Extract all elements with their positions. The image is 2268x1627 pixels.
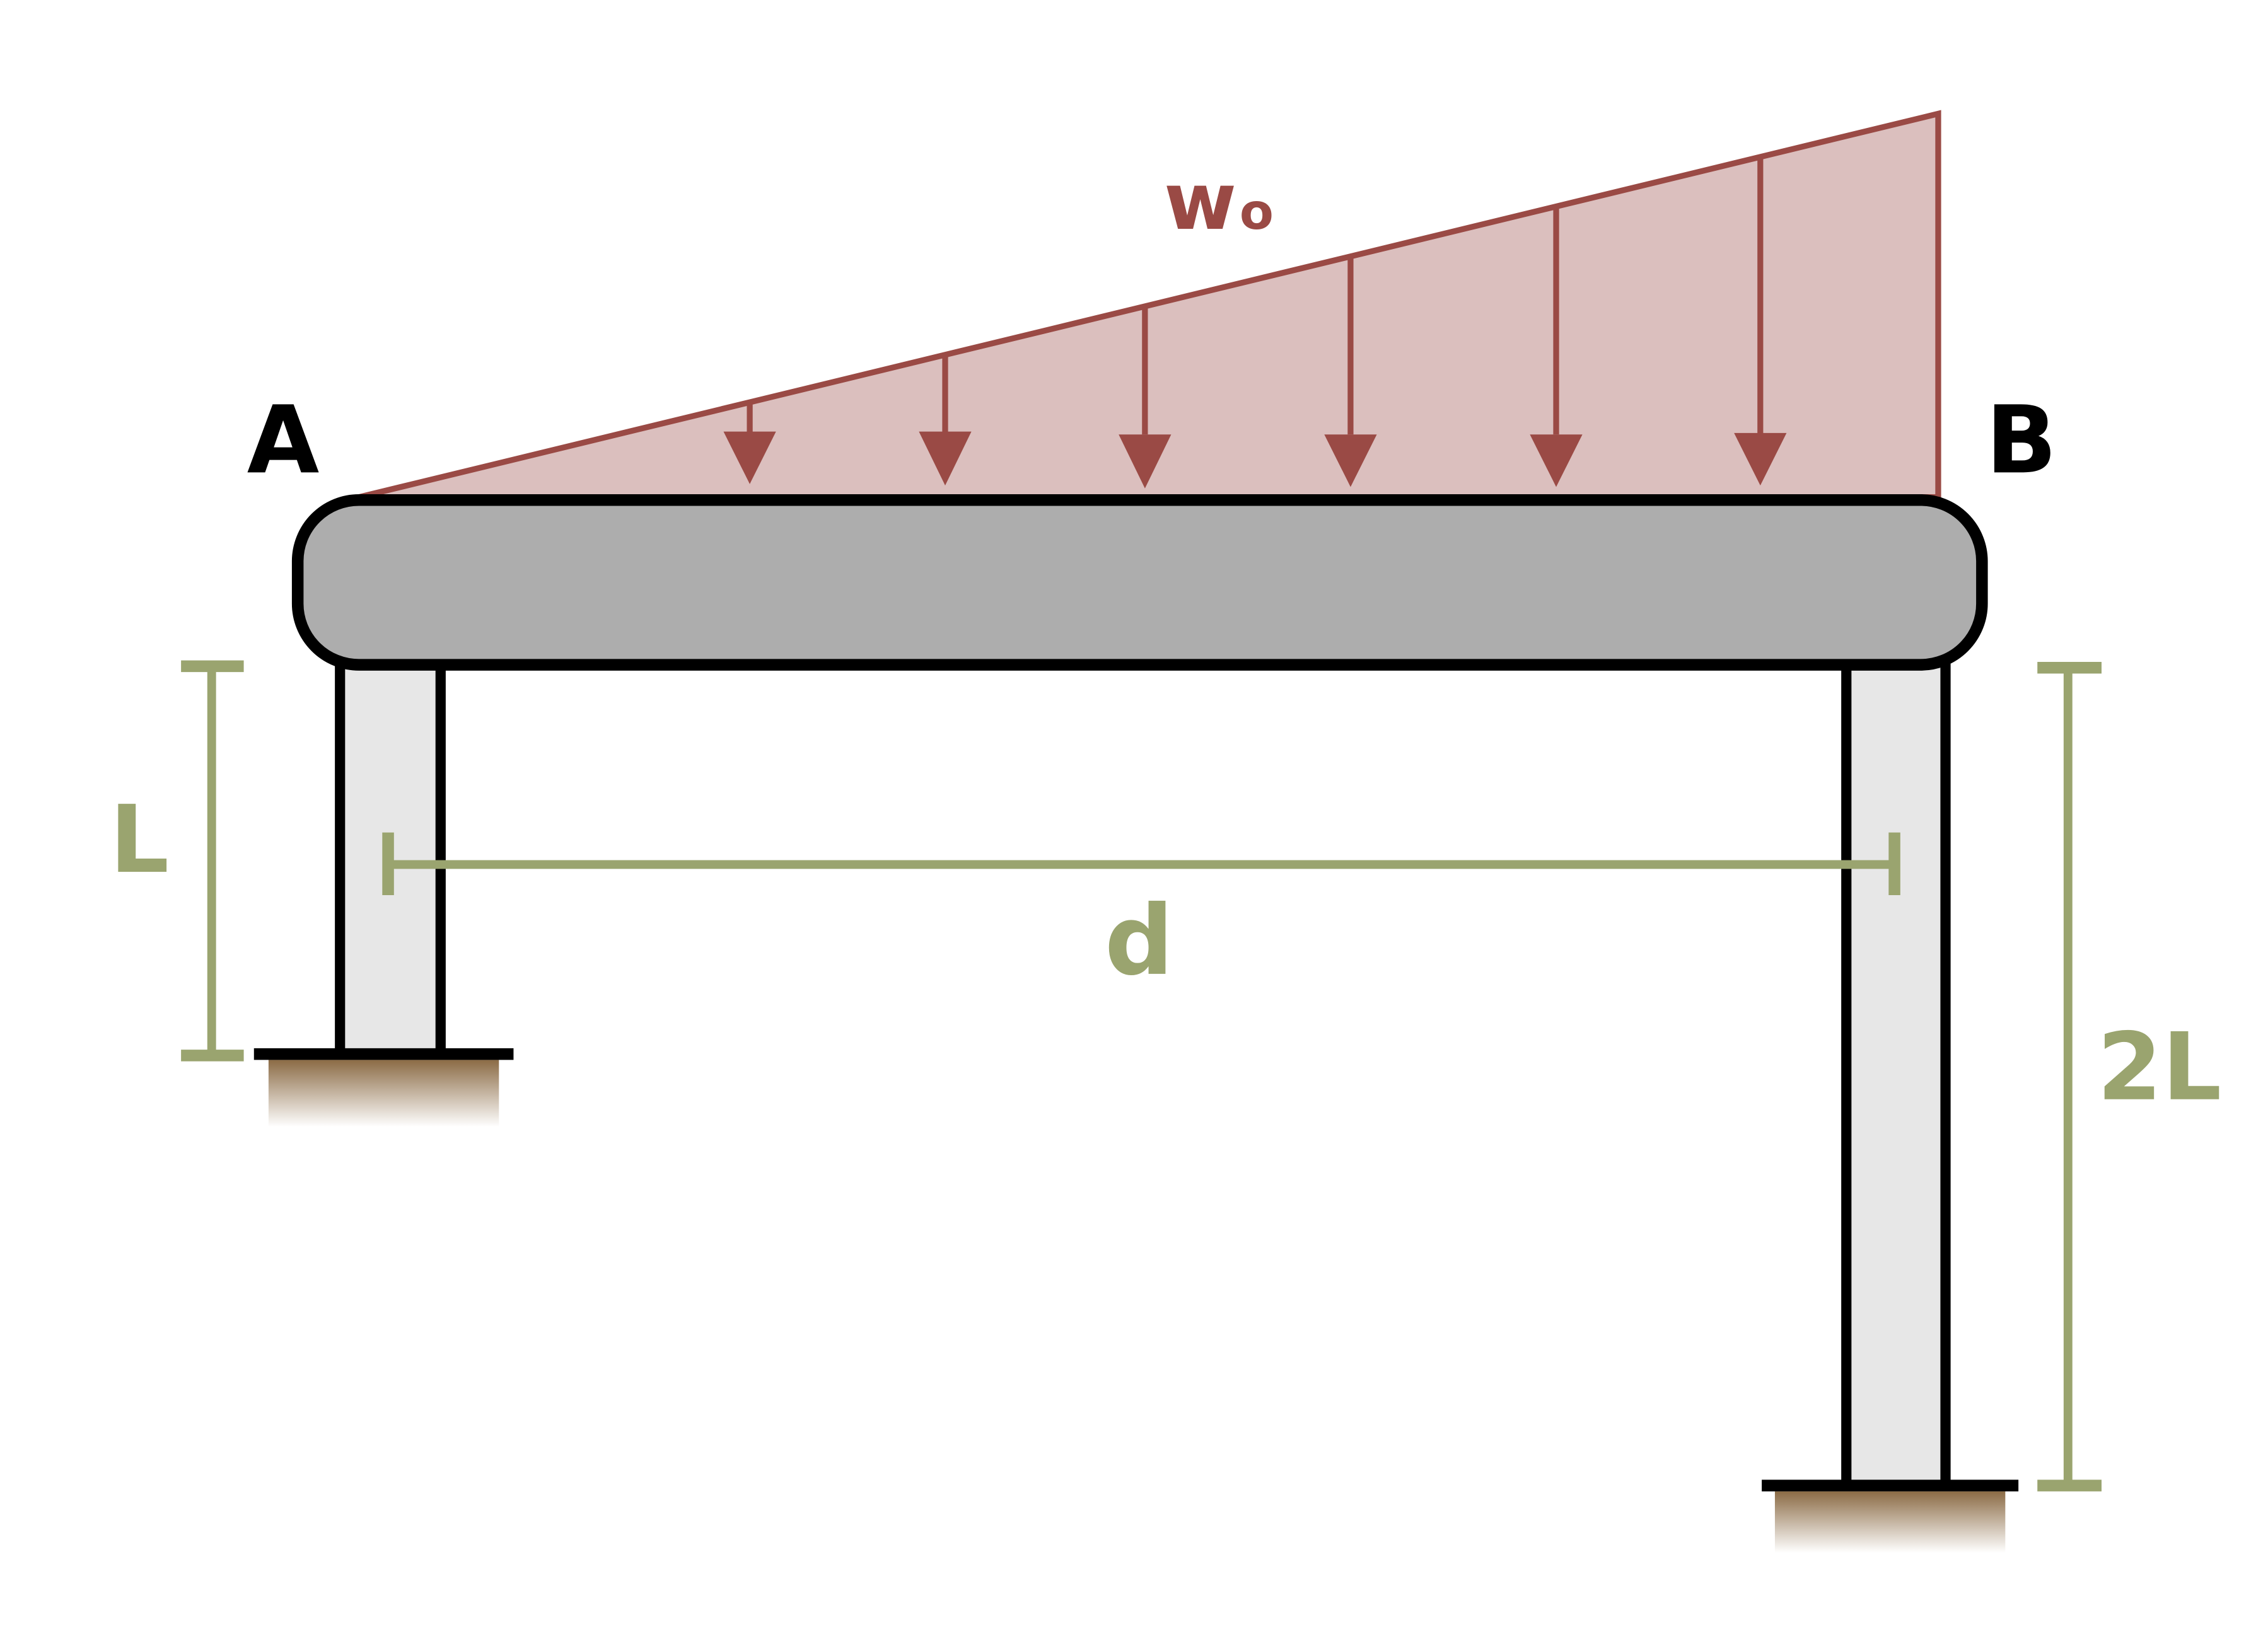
right-height-dimension — [2037, 661, 2102, 1491]
right-support — [1762, 1479, 2019, 1553]
span-label: d — [1105, 884, 1173, 997]
end-a-label: A — [247, 386, 320, 494]
right-height-label: 2L — [2097, 1013, 2221, 1121]
ground-hatch-icon — [1774, 1491, 2006, 1553]
down-arrow-icon — [1530, 208, 1583, 487]
down-arrow-icon — [1734, 159, 1787, 486]
end-b-label: B — [1986, 386, 2057, 494]
down-arrow-icon — [919, 356, 972, 486]
left-height-label: L — [110, 785, 169, 894]
right-column — [1841, 636, 1951, 1491]
ground-hatch-icon — [268, 1060, 499, 1127]
left-support — [253, 1048, 514, 1127]
beam — [291, 494, 1988, 671]
left-height-dimension — [181, 660, 244, 1062]
load-arrows — [723, 159, 1787, 489]
down-arrow-icon — [1324, 258, 1377, 487]
span-dimension — [382, 832, 1900, 896]
down-arrow-icon — [723, 402, 776, 484]
down-arrow-icon — [1119, 307, 1172, 489]
